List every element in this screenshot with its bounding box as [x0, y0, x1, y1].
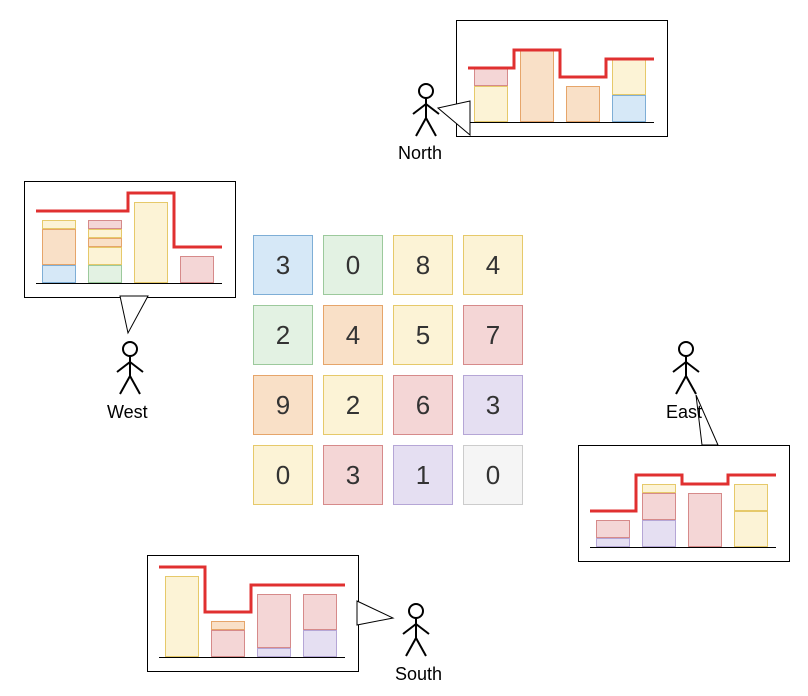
grid-cell: 7	[463, 305, 523, 365]
grid-cell: 0	[253, 445, 313, 505]
person-east-icon	[668, 340, 704, 396]
north-label: North	[398, 143, 442, 164]
grid-cell: 9	[253, 375, 313, 435]
grid-cell: 5	[393, 305, 453, 365]
grid-cell: 1	[393, 445, 453, 505]
grid-cell: 3	[463, 375, 523, 435]
grid-cell: 0	[323, 235, 383, 295]
west-label: West	[107, 402, 148, 423]
person-west-icon	[112, 340, 148, 396]
number-grid: 3084245792630310	[253, 235, 523, 505]
grid-cell: 0	[463, 445, 523, 505]
person-south-icon	[398, 602, 434, 658]
person-north-icon	[408, 82, 444, 138]
east-chart	[590, 455, 776, 550]
grid-cell: 2	[253, 305, 313, 365]
north-chart	[468, 30, 654, 125]
grid-cell: 2	[323, 375, 383, 435]
south-label: South	[395, 664, 442, 685]
west-chart	[36, 191, 222, 286]
grid-cell: 8	[393, 235, 453, 295]
east-label: East	[666, 402, 702, 423]
grid-cell: 4	[463, 235, 523, 295]
grid-cell: 3	[253, 235, 313, 295]
grid-cell: 4	[323, 305, 383, 365]
south-chart	[159, 565, 345, 660]
grid-cell: 6	[393, 375, 453, 435]
grid-cell: 3	[323, 445, 383, 505]
